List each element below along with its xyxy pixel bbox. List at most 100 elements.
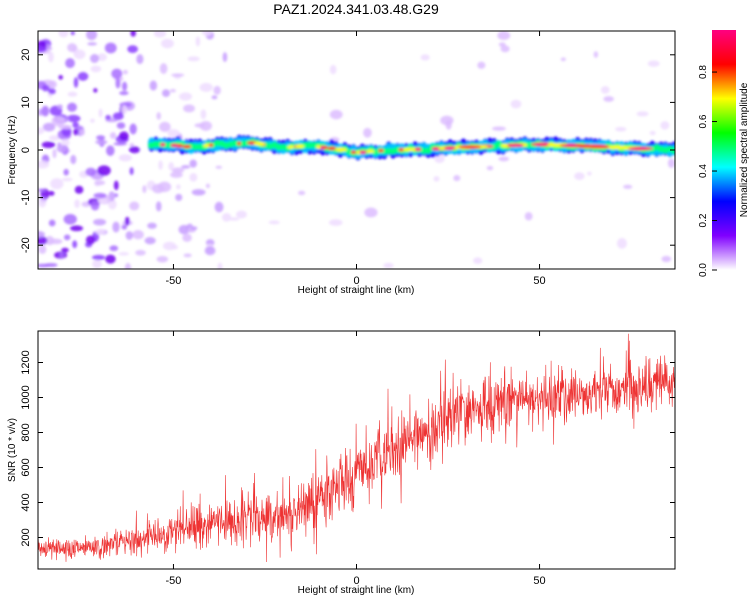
x-tick-label: 0 (353, 275, 359, 287)
heatmap-cell (453, 175, 461, 182)
heatmap-cell (57, 104, 63, 110)
heatmap-cell (61, 177, 73, 182)
heatmap-cell (97, 165, 111, 176)
snr-y-ticks: 200 400 600 800 1000 1200 (20, 350, 675, 547)
snr-x-ticks: -50 0 50 (166, 331, 546, 587)
heatmap-cell (67, 102, 77, 112)
ridge-peak (294, 144, 305, 149)
spectrogram-x-ticks: -50 0 50 (166, 31, 546, 287)
snr-y-label: SNR (10 * v/v) (7, 418, 18, 482)
colorbar-label: Normalized spectral amplitude (739, 82, 750, 217)
ridge-peak (170, 143, 179, 148)
heatmap-cell (38, 263, 50, 268)
heatmap-cell (112, 112, 124, 121)
x-tick-label: 50 (533, 575, 545, 587)
figure-title: PAZ1.2024.341.03.48.G29 (273, 1, 439, 17)
x-tick-label: -50 (166, 575, 182, 587)
heatmap-cell (70, 31, 75, 36)
heatmap-cell (58, 31, 69, 38)
heatmap-cell (63, 168, 69, 176)
heatmap-cell (235, 210, 247, 219)
colorbar-tick-label: 0.6 (698, 114, 709, 128)
heatmap-cell (114, 193, 119, 198)
x-tick-label: 0 (353, 575, 359, 587)
spectrogram-y-label: Frequency (Hz) (7, 116, 18, 185)
heatmap-cell (90, 201, 100, 211)
heatmap-cell (616, 238, 627, 249)
heatmap-cell (73, 128, 79, 136)
frequency-ridge (147, 134, 675, 161)
heatmap-cell (95, 139, 108, 145)
snr-panel: -50 0 50 200 400 600 800 1000 1200 Height of st… (7, 330, 676, 596)
ridge-peak (359, 150, 367, 154)
heatmap-cell (52, 148, 57, 159)
heatmap-cell (191, 189, 206, 196)
heatmap-cell (574, 172, 585, 180)
heatmap-cell (111, 68, 123, 79)
heatmap-cell (211, 95, 218, 100)
heatmap-cell (48, 80, 57, 89)
heatmap-cell (38, 236, 48, 245)
heatmap-cell (92, 254, 106, 261)
heatmap-cell (129, 167, 134, 176)
snr-x-label: Height of straight line (km) (298, 585, 415, 596)
heatmap-cell (104, 42, 117, 54)
snr-series-line (38, 333, 675, 563)
ridge-peak (562, 143, 579, 148)
heatmap-cell (497, 31, 511, 41)
heatmap-cell (187, 56, 200, 62)
heatmap-cell (498, 156, 510, 162)
heatmap-cell (420, 54, 430, 61)
heatmap-cell (73, 77, 79, 88)
heatmap-cell (486, 165, 494, 171)
heatmap-cell (603, 96, 615, 102)
heatmap-cell (97, 198, 108, 204)
heatmap-cell (159, 63, 168, 75)
ridge-peak (337, 147, 343, 152)
heatmap-cell (176, 184, 181, 190)
colorbar-tick-label: 0.4 (698, 164, 709, 178)
heatmap-cell (169, 89, 176, 93)
heatmap-cell (93, 192, 107, 199)
heatmap-cell (183, 253, 192, 258)
heatmap-cell (79, 129, 85, 136)
heatmap-cell (200, 109, 207, 120)
heatmap-cell (500, 45, 510, 53)
y-tick-label: 10 (20, 96, 32, 108)
heatmap-cell (72, 121, 79, 129)
heatmap-cell (70, 225, 84, 232)
ridge-cell (670, 147, 675, 154)
heatmap-cell (87, 42, 98, 46)
heatmap-cells (38, 31, 675, 269)
y-tick-label: 0 (20, 147, 32, 153)
heatmap-cell (113, 142, 127, 146)
heatmap-cell (167, 129, 180, 138)
heatmap-cell (600, 86, 610, 94)
heatmap-cell (199, 120, 212, 131)
heatmap-cell (96, 135, 106, 141)
heatmap-cell (195, 36, 201, 47)
heatmap-cell (48, 219, 56, 227)
ridge-peak (182, 144, 192, 149)
heatmap-cell (524, 212, 533, 221)
heatmap-cell (215, 165, 223, 169)
spectrogram-y-ticks: -20 -10 0 10 20 (20, 49, 675, 253)
heatmap-cell (113, 180, 119, 191)
ridge-peak (287, 145, 295, 149)
heatmap-cell (189, 159, 197, 168)
heatmap-cell (61, 247, 69, 253)
heatmap-cell (41, 85, 50, 92)
heatmap-cell (222, 52, 228, 63)
heatmap-cell (445, 119, 452, 130)
colorbar: 0.0 0.2 0.4 0.6 0.8 Normalized spectral ampl… (698, 30, 750, 277)
colorbar-gradient (712, 30, 736, 270)
heatmap-cell (105, 115, 111, 120)
heatmap-cell (217, 262, 223, 269)
heatmap-cell (477, 61, 486, 69)
x-tick-label: 50 (533, 275, 545, 287)
spectrogram-panel: -50 0 50 -20 -10 0 10 20 Height of straight li… (7, 30, 676, 296)
heatmap-cell (560, 57, 566, 62)
heatmap-cell (623, 184, 633, 189)
ridge-peak (402, 147, 415, 152)
